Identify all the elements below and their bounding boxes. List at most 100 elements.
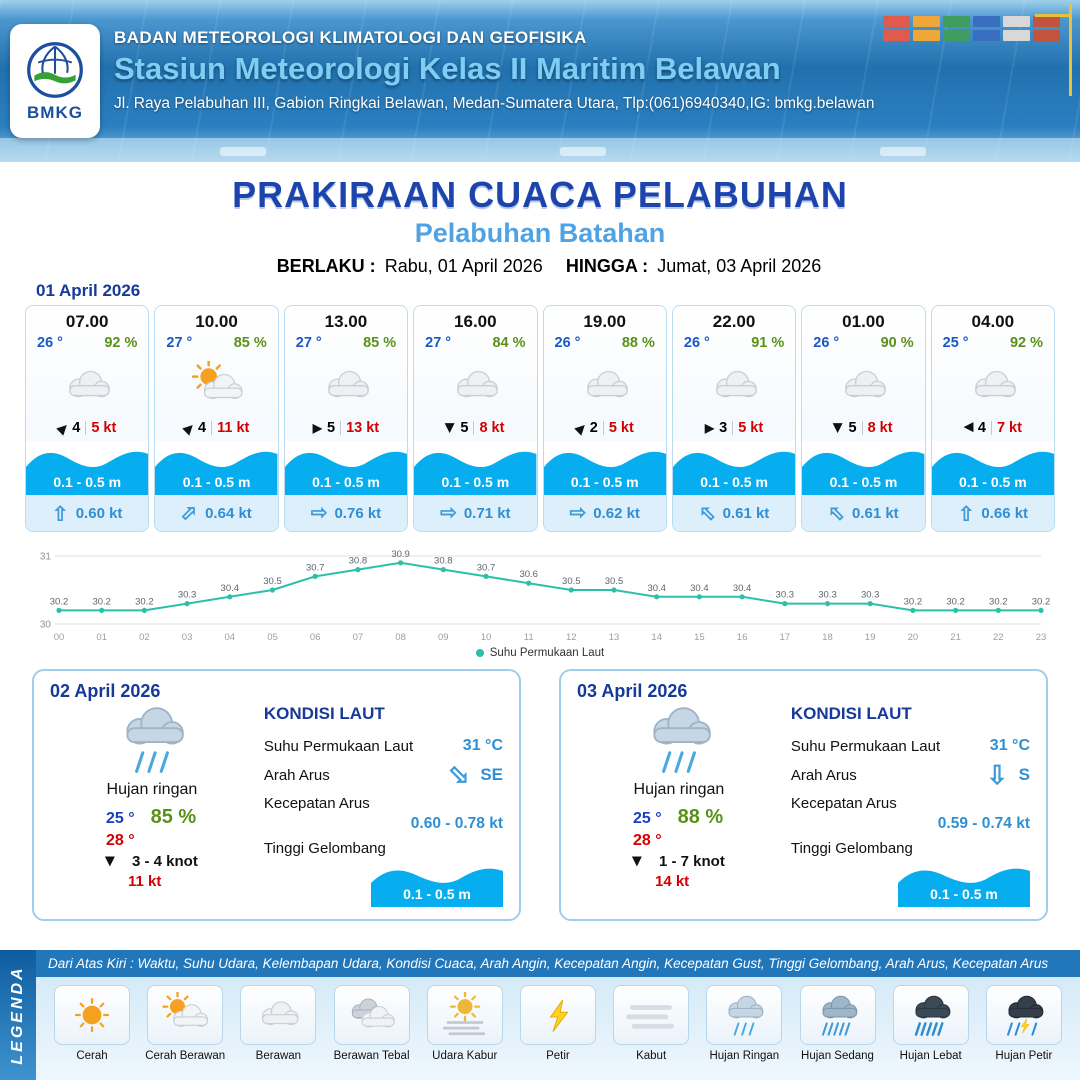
hourly-forecast-card: 04.00 25 ° 92 % ▶ 4 7 kt 0.1 - 0.5 m ⇨ 0… <box>930 305 1055 532</box>
min-temp: 25 ° <box>105 810 135 827</box>
svg-text:30.2: 30.2 <box>135 596 154 607</box>
humidity: 91 % <box>751 335 785 351</box>
svg-text:19: 19 <box>865 632 876 643</box>
wave-height-label: Tinggi Gelombang <box>263 840 386 857</box>
legend-item: Hujan Ringan <box>700 985 788 1062</box>
current-direction-icon: ⇨ <box>982 764 1013 786</box>
wave-height-value: 0.1 - 0.5 m <box>403 886 471 902</box>
legend-sidebar: LEGENDA <box>0 950 36 1080</box>
wave-height-label: Tinggi Gelombang <box>790 840 913 857</box>
gust-speed: 11 kt <box>127 873 162 890</box>
svg-text:02: 02 <box>139 632 150 643</box>
station-name: Stasiun Meteorologi Kelas II Maritim Bel… <box>114 51 781 86</box>
sea-temp-value: 31 °C <box>462 737 503 754</box>
hujan-lebat-icon <box>892 985 969 1045</box>
humidity: 90 % <box>880 335 914 351</box>
current-speed: 0.61 kt <box>851 504 899 522</box>
legend-item-label: Petir <box>546 1050 570 1062</box>
weather-icon <box>802 357 924 415</box>
current-speed-value: 0.59 - 0.74 kt <box>937 815 1030 832</box>
legend-item: Hujan Sedang <box>794 985 882 1062</box>
divider <box>861 421 863 435</box>
gust-speed: 11 kt <box>217 420 250 436</box>
svg-text:05: 05 <box>267 632 278 643</box>
sea-conditions-title: KONDISI LAUT <box>263 704 385 723</box>
air-temp: 27 ° <box>425 335 452 351</box>
humidity: 85 % <box>363 335 397 351</box>
valid-from-label: BERLAKU : <box>276 256 376 276</box>
current-row: ⇨ 0.66 kt <box>931 495 1054 531</box>
hourly-forecast-card: 22.00 26 ° 91 % ▶ 3 5 kt 0.1 - 0.5 m ⇨ 0… <box>671 305 797 532</box>
svg-text:01: 01 <box>96 632 107 643</box>
legend-item-label: Berawan <box>255 1050 302 1062</box>
min-temp: 25 ° <box>632 810 662 827</box>
svg-text:30.9: 30.9 <box>391 549 410 560</box>
wind-direction-icon: ▶ <box>571 419 589 437</box>
svg-text:30.4: 30.4 <box>647 583 666 594</box>
current-direction-icon: ⇨ <box>176 499 204 527</box>
legend-item-label: Kabut <box>636 1050 667 1062</box>
wind-row: ▶ 5 13 kt <box>285 415 407 441</box>
divider <box>990 421 992 435</box>
svg-text:30.3: 30.3 <box>776 590 795 601</box>
wave-height-band: 0.1 - 0.5 m <box>672 441 796 495</box>
svg-text:18: 18 <box>822 632 833 643</box>
container-stack-illustration <box>883 16 1060 41</box>
svg-text:04: 04 <box>225 632 236 643</box>
svg-text:11: 11 <box>524 632 534 643</box>
wave-height-band: 0.1 - 0.5 m <box>414 441 537 495</box>
wind-speed: 5 <box>848 420 857 436</box>
sea-temp-chart-section: 31 30 30.2 00 30.2 01 30.2 02 30.3 03 30.4 04 30.5 05… <box>25 540 1055 659</box>
air-temp: 25 ° <box>942 335 969 351</box>
validity-line: BERLAKU : Rabu, 01 April 2026 HINGGA : J… <box>0 256 1080 277</box>
wave-height-band: 0.1 - 0.5 m <box>931 441 1054 495</box>
wind-speed-range: 1 - 7 knot <box>658 853 725 870</box>
org-name: BADAN METEOROLOGI KLIMATOLOGI DAN GEOFIS… <box>114 28 587 47</box>
cerah-berawan-icon <box>147 985 224 1045</box>
divider <box>211 421 213 435</box>
berawan-icon <box>240 985 317 1045</box>
weather-icon <box>26 357 148 415</box>
forecast-time: 01.00 <box>842 312 885 331</box>
wind-direction-icon: ▶ <box>103 856 119 867</box>
current-row: ⇨ 0.76 kt <box>284 495 408 531</box>
daily-date: 02 April 2026 <box>50 681 161 701</box>
legend-item: Hujan Lebat <box>887 985 975 1062</box>
svg-text:30.5: 30.5 <box>605 576 624 587</box>
walkway-illustration <box>0 138 1080 162</box>
legend-item-label: Hujan Ringan <box>709 1050 780 1062</box>
wind-direction-icon: ▶ <box>180 419 197 437</box>
divider <box>602 421 604 435</box>
legend-item: Petir <box>514 985 602 1062</box>
legend-bar: LEGENDA Dari Atas Kiri : Waktu, Suhu Uda… <box>0 950 1080 1080</box>
legend-items: Cerah Cerah Berawan Berawan Berawan Teba… <box>36 977 1080 1080</box>
svg-text:30.2: 30.2 <box>946 596 965 607</box>
gust-speed: 13 kt <box>346 420 380 436</box>
wave-graphic-icon <box>898 868 1030 907</box>
current-direction-icon: ⇨ <box>569 502 587 524</box>
wave-height-graphic: 0.1 - 0.5 m <box>371 861 503 907</box>
wind-speed-range: 3 - 4 knot <box>131 853 198 870</box>
svg-text:14: 14 <box>651 632 662 643</box>
max-temp: 28 ° <box>105 832 135 849</box>
title-section: PRAKIRAAN CUACA PELABUHAN Pelabuhan Bata… <box>0 162 1080 277</box>
svg-text:30.8: 30.8 <box>349 556 368 567</box>
gust-speed: 5 kt <box>91 420 117 436</box>
svg-text:30.4: 30.4 <box>221 583 240 594</box>
wind-direction-icon: ▶ <box>443 423 458 433</box>
wind-direction-icon: ▶ <box>312 421 322 435</box>
bench-illustration <box>560 147 606 156</box>
svg-text:17: 17 <box>780 632 791 643</box>
current-direction-icon: ⇨ <box>693 499 721 527</box>
daily-forecast-panel: 03 April 2026 Hujan ringan 25 ° 88 % 28 … <box>559 669 1048 921</box>
wind-speed: 5 <box>460 420 469 436</box>
wind-speed: 4 <box>198 420 207 436</box>
svg-text:09: 09 <box>438 632 449 643</box>
bmkg-emblem-icon <box>27 41 83 98</box>
current-row: ⇨ 0.61 kt <box>802 495 925 531</box>
gust-speed: 5 kt <box>738 420 764 436</box>
current-row: ⇨ 0.71 kt <box>414 495 537 531</box>
valid-until-label: HINGGA : <box>565 256 649 276</box>
svg-text:22: 22 <box>993 632 1004 643</box>
gust-speed: 7 kt <box>996 420 1022 436</box>
